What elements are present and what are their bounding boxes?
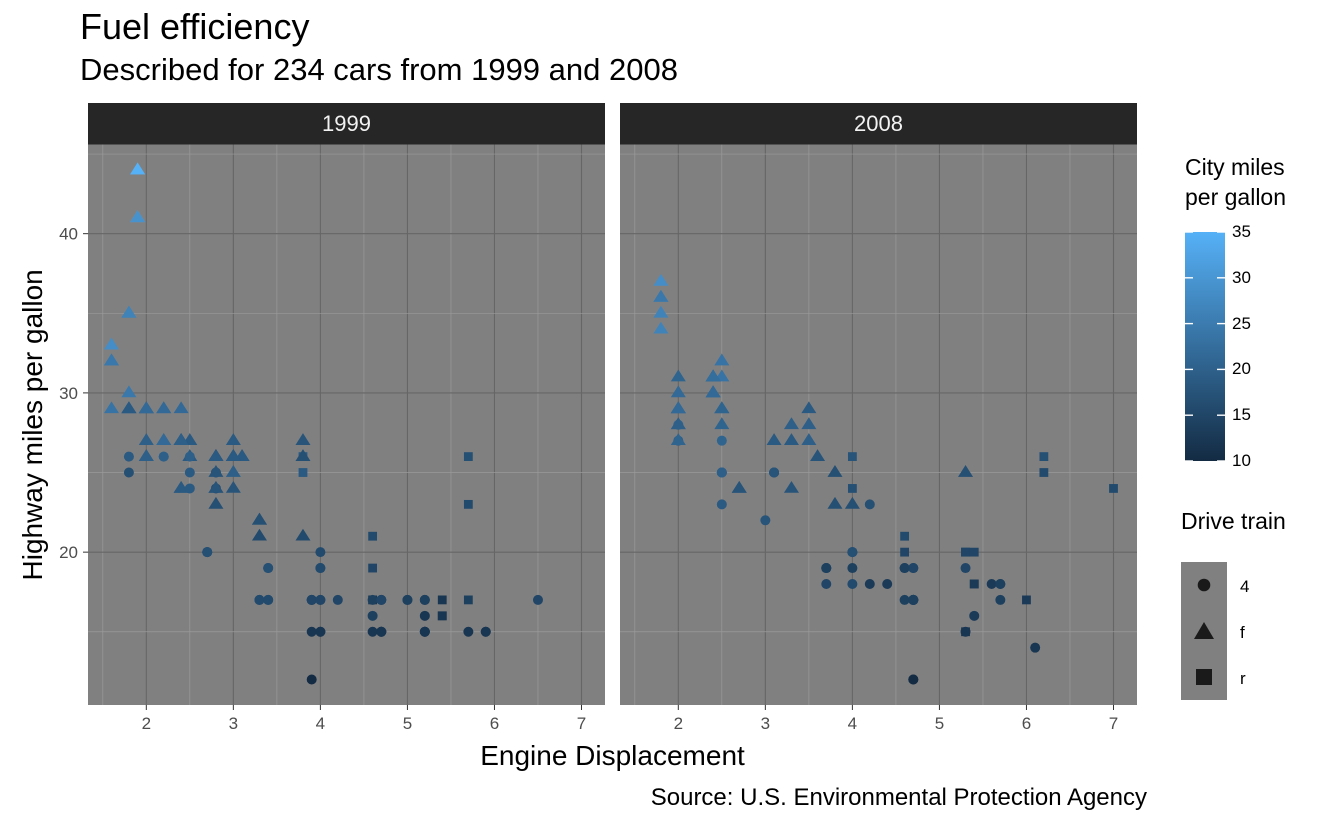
svg-text:2008: 2008 — [854, 111, 903, 136]
svg-text:40: 40 — [59, 225, 78, 244]
svg-text:7: 7 — [577, 714, 586, 733]
svg-text:4: 4 — [848, 714, 857, 733]
svg-text:5: 5 — [935, 714, 944, 733]
svg-text:6: 6 — [490, 714, 499, 733]
svg-text:20: 20 — [59, 543, 78, 562]
svg-text:6: 6 — [1022, 714, 1031, 733]
svg-text:2: 2 — [142, 714, 151, 733]
svg-text:2: 2 — [674, 714, 683, 733]
svg-text:4: 4 — [316, 714, 325, 733]
svg-text:30: 30 — [59, 384, 78, 403]
svg-text:7: 7 — [1109, 714, 1118, 733]
svg-text:1999: 1999 — [322, 111, 371, 136]
svg-text:5: 5 — [403, 714, 412, 733]
svg-text:3: 3 — [761, 714, 770, 733]
svg-text:3: 3 — [229, 714, 238, 733]
